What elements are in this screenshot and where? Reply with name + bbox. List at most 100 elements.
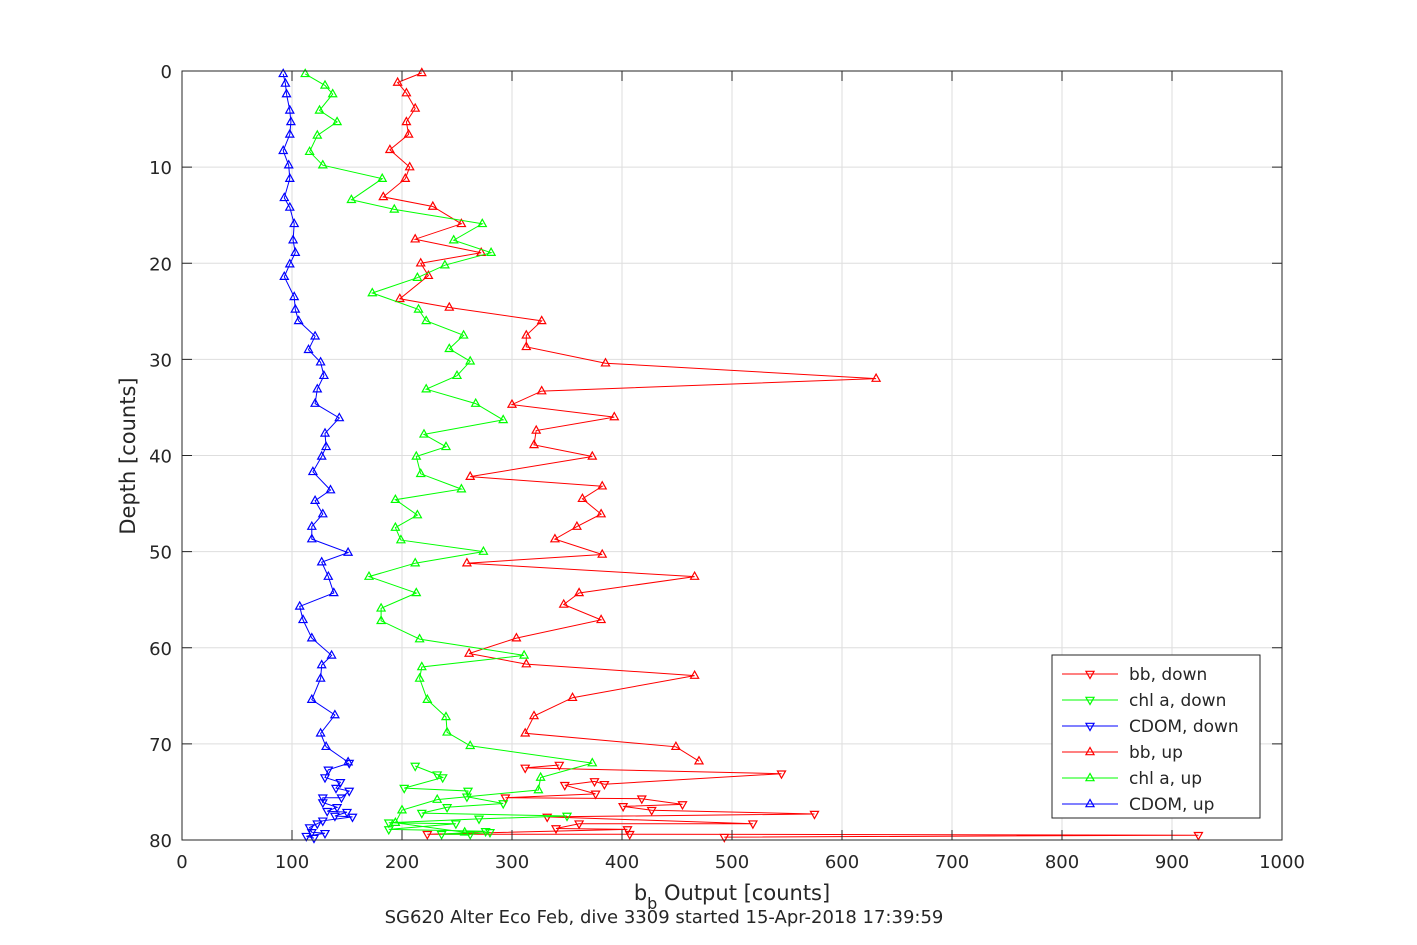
data-point (411, 450, 422, 460)
data-point (403, 128, 414, 138)
data-point (279, 192, 290, 202)
series-1 (383, 762, 573, 840)
data-point (404, 161, 415, 171)
x-tick-label: 500 (715, 852, 749, 873)
data-point (559, 781, 570, 791)
data-point (693, 755, 705, 765)
data-point (442, 726, 453, 736)
data-point (536, 315, 547, 325)
data-point (689, 669, 700, 679)
data-point (423, 270, 434, 280)
data-point (587, 450, 598, 460)
data-point (316, 659, 327, 669)
data-point (646, 806, 657, 816)
data-point (310, 397, 321, 407)
data-point (383, 826, 394, 836)
y-axis-ticks: 0 10 20 30 40 50 60 70 80 (149, 62, 1282, 852)
data-point (395, 534, 406, 544)
data-point (280, 77, 291, 87)
x-tick-label: 700 (935, 852, 969, 873)
data-point (747, 820, 758, 830)
data-point (528, 439, 540, 449)
data-point (323, 570, 334, 580)
data-point (315, 356, 326, 366)
data-point (315, 727, 326, 737)
data-point (415, 468, 426, 478)
legend-label: CDOM, down (1129, 717, 1239, 737)
data-point (596, 614, 607, 624)
data-point (464, 647, 475, 657)
series-line (304, 73, 593, 833)
data-point (624, 830, 635, 840)
data-point (301, 832, 312, 842)
data-point (528, 710, 540, 720)
data-point (442, 804, 453, 814)
data-point (432, 793, 443, 803)
data-point (440, 441, 452, 451)
legend-label: bb, up (1129, 743, 1183, 763)
data-point (410, 102, 421, 112)
data-point (416, 661, 427, 671)
data-point (315, 672, 326, 682)
data-point (410, 557, 421, 567)
data-point (473, 815, 485, 825)
x-tick-label: 1000 (1259, 852, 1305, 873)
data-point (597, 548, 608, 558)
data-point (290, 246, 301, 256)
data-point (437, 774, 448, 784)
data-point (461, 557, 472, 567)
x-tick-label: 800 (1045, 852, 1079, 873)
data-point (327, 88, 338, 98)
data-point (533, 784, 544, 794)
data-point (343, 546, 354, 556)
caption: SG620 Alter Eco Feb, dive 3309 started 1… (385, 907, 944, 928)
data-point (390, 521, 401, 531)
data-point (346, 194, 357, 204)
data-point (288, 234, 299, 244)
data-point (321, 441, 332, 451)
x-axis-label: bb Output [counts] (634, 881, 830, 913)
data-point (289, 291, 300, 301)
data-point (284, 172, 295, 182)
data-point (317, 159, 328, 169)
data-point (470, 397, 481, 407)
legend-marker (1084, 722, 1096, 732)
data-point (306, 693, 317, 703)
data-point (367, 287, 378, 297)
data-point (421, 383, 432, 393)
data-point (500, 794, 511, 804)
x-tick-label: 200 (385, 852, 419, 873)
data-point (458, 329, 469, 339)
y-tick-label: 30 (149, 350, 172, 371)
data-point (535, 771, 546, 781)
data-point (418, 428, 430, 438)
data-point (439, 259, 450, 269)
data-point (1193, 831, 1204, 841)
data-point (415, 257, 426, 267)
data-point (390, 816, 401, 826)
x-tick-label: 900 (1155, 852, 1189, 873)
legend-label: chl a, up (1129, 769, 1202, 789)
data-point (399, 784, 410, 794)
data-point (410, 233, 421, 243)
y-tick-label: 20 (149, 254, 172, 275)
data-point (306, 632, 317, 642)
data-point (618, 803, 629, 813)
data-point (308, 834, 320, 844)
x-tick-label: 0 (176, 852, 187, 873)
data-point (520, 727, 531, 737)
data-point (284, 258, 295, 268)
data-point (521, 658, 532, 668)
data-point (477, 218, 488, 228)
data-point (400, 172, 411, 182)
data-point (421, 315, 432, 325)
data-point (410, 762, 421, 772)
data-point (412, 271, 423, 281)
data-point (451, 369, 463, 380)
data-point (332, 804, 343, 814)
data-point (376, 615, 387, 625)
data-point (809, 810, 820, 820)
data-point (597, 480, 608, 490)
data-point (567, 692, 578, 702)
